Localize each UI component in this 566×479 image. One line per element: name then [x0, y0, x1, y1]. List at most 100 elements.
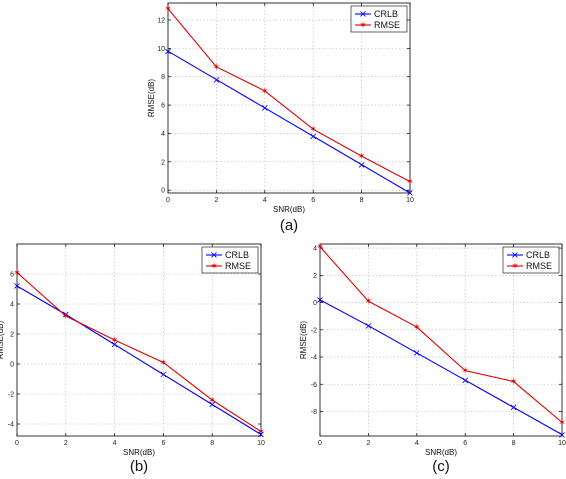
- y-tick-label: 0: [313, 300, 317, 307]
- data-point-crlb: ×: [62, 310, 70, 321]
- data-point-rmse: ✶: [160, 359, 168, 369]
- y-tick-label: 0: [10, 362, 14, 369]
- panel-caption: (b): [130, 458, 148, 475]
- data-point-rmse: ✶: [208, 396, 216, 406]
- legend-label-rmse: RMSE: [374, 20, 400, 30]
- y-tick-label: 8: [161, 74, 165, 81]
- data-point-rmse: ✶: [316, 243, 324, 253]
- x-tick-label: 10: [558, 440, 566, 447]
- y-tick-label: -2: [311, 327, 317, 334]
- y-tick-label: 0: [161, 188, 165, 195]
- plot-frame: [16, 243, 262, 437]
- y-tick-label: -4: [311, 355, 317, 362]
- x-tick-label: 2: [64, 440, 68, 447]
- y-tick-label: 2: [10, 332, 14, 339]
- data-point-crlb: ×: [509, 403, 517, 414]
- legend-marker-rmse: ✶: [210, 262, 218, 272]
- x-axis-label: SNR(dB): [123, 448, 155, 457]
- series-line-crlb: [167, 50, 411, 194]
- series-line-crlb: [16, 285, 262, 435]
- series-line-rmse: [16, 272, 262, 432]
- x-tick-label: 0: [15, 440, 19, 447]
- y-tick-label: -8: [311, 409, 317, 416]
- x-tick-label: 6: [161, 440, 165, 447]
- x-tick-label: 4: [113, 440, 117, 447]
- legend: × CRLB ✶ RMSE: [502, 246, 560, 274]
- legend-label-crlb: CRLB: [225, 250, 249, 260]
- legend-label-rmse: RMSE: [225, 261, 251, 271]
- data-point-rmse: ✶: [461, 367, 469, 377]
- data-point-crlb: ×: [13, 281, 21, 292]
- data-point-rmse: ✶: [558, 418, 566, 428]
- panel-caption: (a): [280, 217, 298, 234]
- plot-frame: [319, 243, 563, 437]
- data-point-rmse: ✶: [309, 125, 317, 135]
- x-tick-label: 0: [318, 440, 322, 447]
- y-tick-label: 2: [161, 159, 165, 166]
- data-point-rmse: ✶: [365, 297, 373, 307]
- panel-caption: (c): [432, 458, 450, 475]
- data-point-crlb: ×: [257, 430, 265, 441]
- x-tick-label: 6: [463, 440, 467, 447]
- y-tick-label: 6: [10, 272, 14, 279]
- data-point-crlb: ×: [261, 103, 269, 114]
- legend-marker-crlb: ×: [511, 250, 519, 261]
- legend-box: [350, 5, 408, 33]
- x-tick-label: 0: [166, 197, 170, 204]
- data-point-crlb: ×: [110, 340, 118, 351]
- legend-box: [201, 246, 259, 274]
- data-point-crlb: ×: [212, 75, 220, 86]
- x-tick-label: 6: [311, 197, 315, 204]
- legend-marker-rmse: ✶: [359, 21, 367, 31]
- legend: × CRLB ✶ RMSE: [201, 246, 259, 274]
- data-point-crlb: ×: [164, 46, 172, 57]
- x-tick-label: 2: [214, 197, 218, 204]
- legend-label-crlb: CRLB: [526, 250, 550, 260]
- plot-area: [320, 244, 562, 436]
- data-point-rmse: ✶: [164, 5, 172, 15]
- y-tick-label: 10: [157, 46, 165, 53]
- series-line-crlb: [319, 299, 563, 436]
- x-tick-label: 8: [512, 440, 516, 447]
- series-line-rmse: [167, 8, 411, 183]
- y-axis-label: RMSE(dB): [147, 79, 156, 118]
- data-point-rmse: ✶: [406, 178, 414, 188]
- y-tick-label: 6: [161, 103, 165, 110]
- x-tick-label: 8: [210, 440, 214, 447]
- x-tick-label: 8: [360, 197, 364, 204]
- x-tick-label: 2: [366, 440, 370, 447]
- data-point-crlb: ×: [357, 160, 365, 171]
- y-tick-label: 4: [161, 131, 165, 138]
- x-tick-label: 4: [263, 197, 267, 204]
- data-point-crlb: ×: [406, 188, 414, 199]
- data-point-crlb: ×: [316, 295, 324, 306]
- legend-label-crlb: CRLB: [374, 9, 398, 19]
- data-point-rmse: ✶: [111, 336, 119, 346]
- plot-area: [17, 244, 261, 436]
- data-point-rmse: ✶: [257, 428, 265, 438]
- x-axis-label: SNR(dB): [425, 448, 457, 457]
- y-tick-label: 4: [313, 246, 317, 253]
- legend-label-rmse: RMSE: [526, 261, 552, 271]
- data-point-crlb: ×: [558, 430, 566, 441]
- plot-area: [168, 3, 410, 193]
- y-tick-label: 4: [10, 302, 14, 309]
- legend: × CRLB ✶ RMSE: [350, 5, 408, 33]
- data-point-crlb: ×: [461, 375, 469, 386]
- data-point-rmse: ✶: [213, 63, 221, 73]
- y-axis-label: RMSE(dB): [0, 321, 5, 360]
- data-point-crlb: ×: [309, 131, 317, 142]
- data-point-rmse: ✶: [413, 323, 421, 333]
- y-tick-label: -2: [8, 392, 14, 399]
- y-tick-label: -4: [8, 422, 14, 429]
- data-point-crlb: ×: [159, 370, 167, 381]
- legend-marker-crlb: ×: [210, 250, 218, 261]
- x-tick-label: 10: [406, 197, 414, 204]
- series-line-rmse: [319, 246, 563, 423]
- legend-marker-rmse: ✶: [511, 262, 519, 272]
- data-point-rmse: ✶: [510, 378, 518, 388]
- legend-marker-crlb: ×: [359, 9, 367, 20]
